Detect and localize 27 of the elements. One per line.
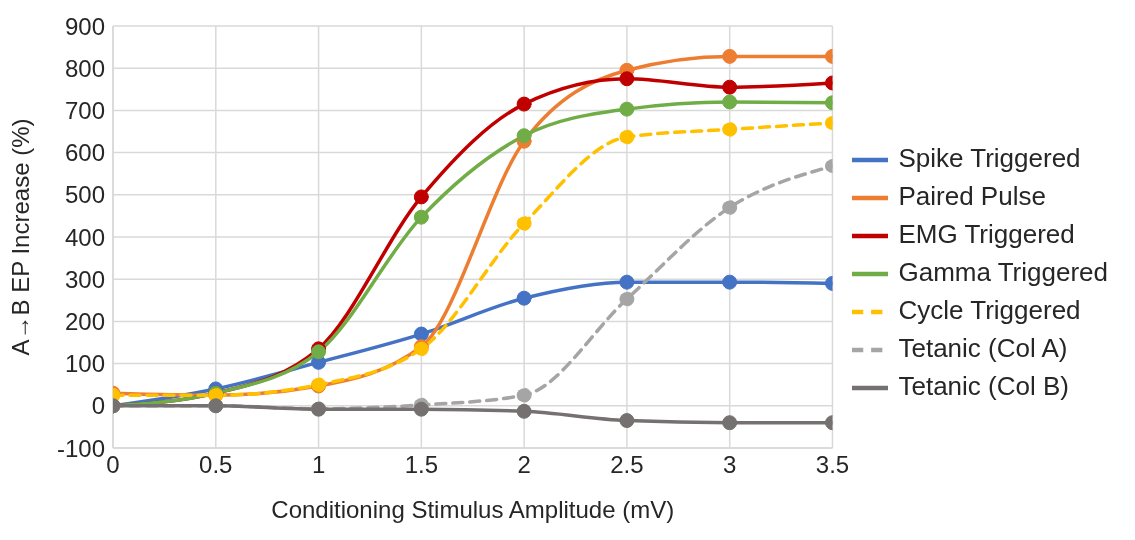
y-tick-label: -100 [56, 434, 105, 462]
y-tick-label: 700 [64, 96, 105, 124]
x-tick-label: 2.5 [610, 451, 644, 479]
legend-label: EMG Triggered [898, 218, 1075, 249]
y-tick-label: 600 [64, 139, 105, 167]
legend-label: Tetanic (Col A) [898, 333, 1068, 364]
y-tick-label: 800 [64, 54, 105, 82]
x-tick-label: 3 [723, 451, 737, 479]
y-tick-label: 200 [64, 307, 105, 335]
x-tick-label: 0.5 [199, 451, 233, 479]
y-axis-title: A→B EP Increase (%) [6, 118, 34, 356]
x-tick-label: 3.5 [815, 451, 850, 479]
legend-label: Cycle Triggered [898, 295, 1081, 326]
y-tick-label: 400 [64, 223, 105, 251]
y-tick-label: 500 [64, 181, 105, 209]
y-tick-label: 100 [64, 350, 105, 378]
legend-label: Spike Triggered [898, 142, 1081, 173]
legend-label: Tetanic (Col B) [898, 371, 1069, 402]
y-tick-label: 0 [91, 392, 105, 420]
x-tick-label: 2 [517, 451, 531, 479]
legend-label: Paired Pulse [898, 180, 1046, 211]
y-tick-label: 900 [64, 12, 105, 40]
legend-label: Gamma Triggered [898, 256, 1108, 287]
x-tick-label: 1 [311, 451, 326, 479]
x-tick-label: 1.5 [404, 451, 439, 479]
y-tick-label: 300 [64, 265, 105, 293]
x-axis-title: Conditioning Stimulus Amplitude (mV) [271, 496, 675, 523]
